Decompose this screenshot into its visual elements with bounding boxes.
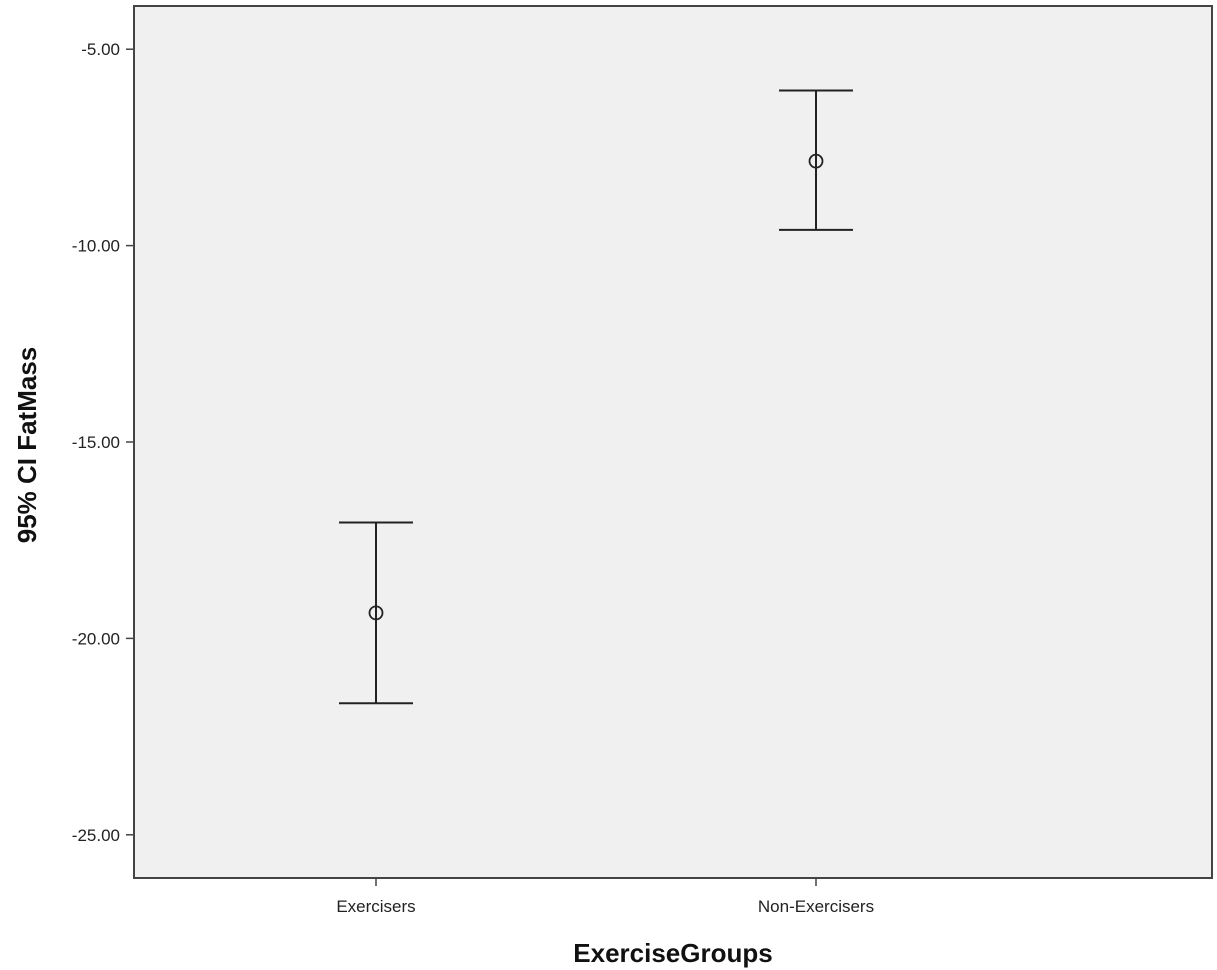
y-axis-title: 95% CI FatMass xyxy=(12,347,42,544)
y-axis: -5.00 -10.00 -15.00 -20.00 -25.00 xyxy=(72,40,134,845)
mean-marker xyxy=(368,605,384,621)
plot-area xyxy=(133,5,1213,879)
y-tick-label: -15.00 xyxy=(72,433,120,452)
y-tick-label: -5.00 xyxy=(81,40,120,59)
y-tick-label: -25.00 xyxy=(72,826,120,845)
x-axis-title: ExerciseGroups xyxy=(573,938,772,968)
chart-marks xyxy=(339,89,853,705)
x-tick-label: Exercisers xyxy=(336,897,415,916)
y-tick-label: -10.00 xyxy=(72,237,120,256)
x-axis: Exercisers Non-Exercisers xyxy=(336,878,874,916)
x-tick-label: Non-Exercisers xyxy=(758,897,874,916)
y-tick-label: -20.00 xyxy=(72,629,120,648)
mean-marker xyxy=(808,153,824,169)
